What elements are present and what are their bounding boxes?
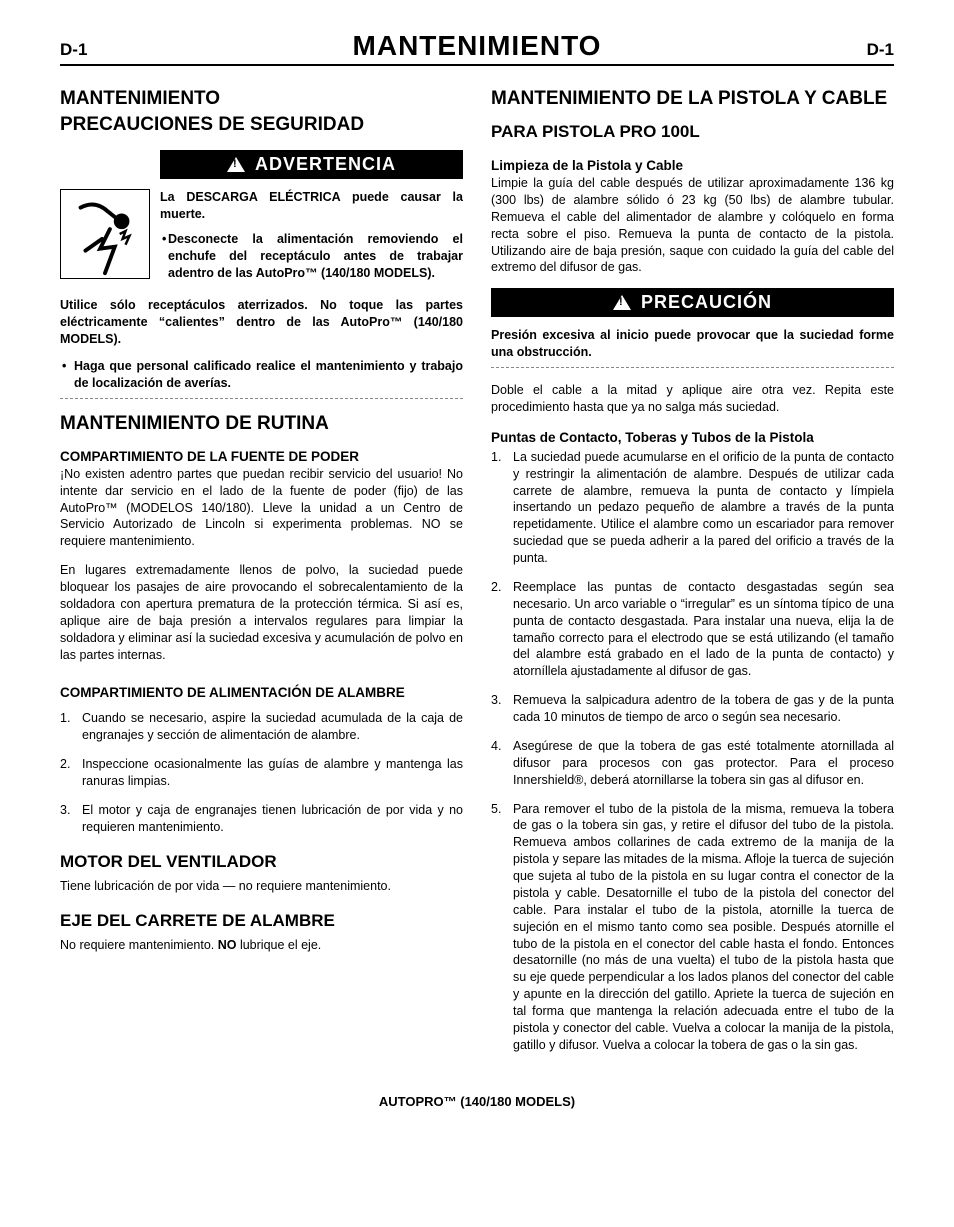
list-item: Asegúrese de que la tobera de gas esté t…: [491, 738, 894, 789]
dashed-separator: [60, 398, 463, 399]
p-eje: No requiere mantenimiento. NO lubrique e…: [60, 937, 463, 954]
dashed-separator: [491, 367, 894, 368]
precaucion-label: PRECAUCIÓN: [641, 292, 772, 313]
p-eje-a: No requiere mantenimiento.: [60, 938, 218, 952]
p-fuente-1: ¡No existen adentro partes que puedan re…: [60, 466, 463, 550]
title-precauciones: PRECAUCIONES DE SEGURIDAD: [60, 114, 463, 136]
title-comp-fuente: COMPARTIMIENTO DE LA FUENTE DE PODER: [60, 449, 463, 464]
list-item: Para remover el tubo de la pistola de la…: [491, 801, 894, 1054]
two-column-layout: MANTENIMIENTO PRECAUCIONES DE SEGURIDAD …: [60, 84, 894, 1066]
title-comp-alim: COMPARTIMIENTO DE ALIMENTACIÓN DE ALAMBR…: [60, 685, 463, 700]
title-motor: MOTOR DEL VENTILADOR: [60, 852, 463, 872]
p-eje-b: NO: [218, 938, 237, 952]
page-header: D-1 MANTENIMIENTO D-1: [60, 30, 894, 66]
advertencia-banner: ADVERTENCIA: [160, 150, 463, 179]
list-item: Inspeccione ocasionalmente las guías de …: [60, 756, 463, 790]
header-title: MANTENIMIENTO: [353, 30, 602, 62]
list-item: El motor y caja de engranajes tienen lub…: [60, 802, 463, 836]
list-item: La suciedad puede acumularse en el orifi…: [491, 449, 894, 567]
title-eje: EJE DEL CARRETE DE ALAMBRE: [60, 911, 463, 931]
warning-triangle-icon: [613, 295, 631, 310]
list-item: Reemplace las puntas de contacto desgast…: [491, 579, 894, 680]
warn-grounded: Utilice sólo receptáculos aterrizados. N…: [60, 297, 463, 348]
p-presion: Presión excesiva al inicio puede provoca…: [491, 327, 894, 361]
warning-triangle-icon: [227, 157, 245, 172]
advertencia-label: ADVERTENCIA: [255, 154, 396, 175]
warn-line-1: La DESCARGA ELÉCTRICA puede causar la mu…: [160, 189, 463, 223]
title-limpieza: Limpieza de la Pistola y Cable: [491, 158, 894, 173]
title-rutina: MANTENIMIENTO DE RUTINA: [60, 413, 463, 435]
puntas-list: La suciedad puede acumularse en el orifi…: [491, 449, 894, 1054]
p-limpieza: Limpie la guía del cable después de util…: [491, 175, 894, 276]
warning-text-block: La DESCARGA ELÉCTRICA puede causar la mu…: [160, 189, 463, 289]
header-right: D-1: [867, 40, 894, 60]
p-motor: Tiene lubricación de por vida — no requi…: [60, 878, 463, 895]
p-eje-c: lubrique el eje.: [236, 938, 321, 952]
title-pro100l: PARA PISTOLA PRO 100L: [491, 122, 894, 142]
warn-bullet-disconnect: Desconecte la alimentación removiendo el…: [160, 231, 463, 282]
title-mantenimiento: MANTENIMIENTO: [60, 88, 463, 110]
list-item: Remueva la salpicadura adentro de la tob…: [491, 692, 894, 726]
title-puntas: Puntas de Contacto, Toberas y Tubos de l…: [491, 430, 894, 445]
alim-list: Cuando se necesario, aspire la suciedad …: [60, 710, 463, 835]
warning-row: La DESCARGA ELÉCTRICA puede causar la mu…: [60, 189, 463, 289]
p-fuente-2: En lugares extremadamente llenos de polv…: [60, 562, 463, 663]
electric-shock-icon: [60, 189, 150, 279]
p-doble: Doble el cable a la mitad y aplique aire…: [491, 382, 894, 416]
title-pistola-cable: MANTENIMIENTO DE LA PISTOLA Y CABLE: [491, 88, 894, 110]
list-item: Cuando se necesario, aspire la suciedad …: [60, 710, 463, 744]
precaucion-banner: PRECAUCIÓN: [491, 288, 894, 317]
page-footer: AUTOPRO™ (140/180 MODELS): [60, 1094, 894, 1109]
right-column: MANTENIMIENTO DE LA PISTOLA Y CABLE PARA…: [491, 84, 894, 1066]
left-column: MANTENIMIENTO PRECAUCIONES DE SEGURIDAD …: [60, 84, 463, 1066]
warn-qualified-personnel: Haga que personal calificado realice el …: [60, 358, 463, 392]
header-left: D-1: [60, 40, 87, 60]
